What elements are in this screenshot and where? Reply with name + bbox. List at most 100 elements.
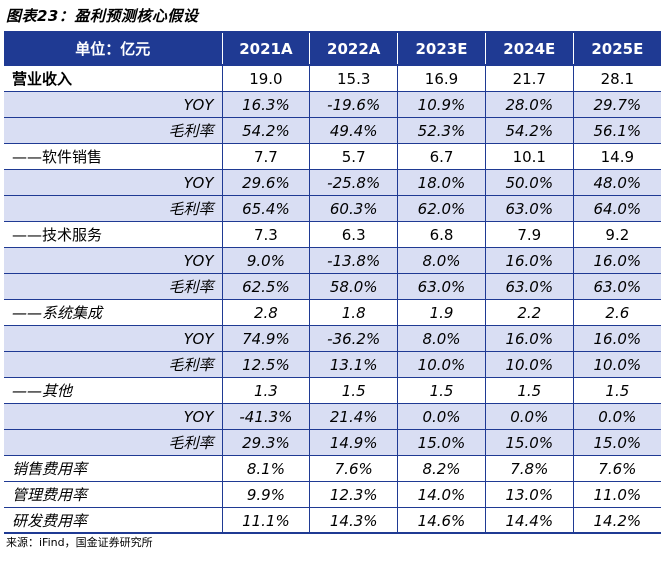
row-label: ——系统集成	[4, 299, 223, 326]
forecast-table: 单位：亿元 2021A 2022A 2023E 2024E 2025E 营业收入…	[4, 33, 661, 533]
value-cell: 13.0%	[485, 481, 574, 508]
value-cell: 16.9	[397, 65, 486, 92]
row-label: 销售费用率	[4, 455, 223, 482]
value-cell: 14.0%	[397, 481, 486, 508]
value-cell: 64.0%	[573, 195, 661, 222]
table-row: ——技术服务 7.3 6.3 6.8 7.9 9.2	[4, 221, 661, 248]
value-cell: 7.3	[222, 221, 311, 248]
value-cell: 15.0%	[573, 429, 661, 456]
table-row: 毛利率 62.5% 58.0% 63.0% 63.0% 63.0%	[4, 273, 661, 300]
table-row: 营业收入 19.0 15.3 16.9 21.7 28.1	[4, 65, 661, 92]
value-cell: 48.0%	[573, 169, 661, 196]
value-cell: 29.3%	[222, 429, 311, 456]
value-cell: 0.0%	[485, 403, 574, 430]
value-cell: 1.5	[397, 377, 486, 404]
table-frame: 单位：亿元 2021A 2022A 2023E 2024E 2025E 营业收入…	[4, 31, 661, 534]
value-cell: 14.2%	[593, 511, 642, 530]
table-row: 毛利率 29.3% 14.9% 15.0% 15.0% 15.0%	[4, 429, 661, 456]
value-cell: 16.0%	[573, 325, 661, 352]
value-cell: 5.7	[309, 143, 399, 170]
header-year: 2023E	[397, 33, 486, 66]
value-cell: 0.0%	[573, 403, 661, 430]
value-cell: 15.3	[309, 65, 399, 92]
row-label: YOY	[4, 247, 223, 274]
value-cell: 12.3%	[309, 481, 399, 508]
value-cell: 1.8	[309, 299, 399, 326]
value-cell: 54.2%	[485, 117, 574, 144]
value-cell: 2.8	[222, 299, 311, 326]
table-row: YOY -41.3% 21.4% 0.0% 0.0% 0.0%	[4, 403, 661, 430]
value-cell: 9.9%	[222, 481, 311, 508]
table-row: 毛利率 12.5% 13.1% 10.0% 10.0% 10.0%	[4, 351, 661, 378]
value-cell: 10.0%	[573, 351, 661, 378]
value-cell: 29.6%	[222, 169, 311, 196]
table-row: ——其他 1.3 1.5 1.5 1.5 1.5	[4, 377, 661, 404]
table-row: YOY 9.0% -13.8% 8.0% 16.0% 16.0%	[4, 247, 661, 274]
table-row: YOY 74.9% -36.2% 8.0% 16.0% 16.0%	[4, 325, 661, 352]
value-cell: 16.3%	[222, 91, 311, 118]
value-cell: 7.6%	[309, 455, 399, 482]
row-label: 毛利率	[4, 351, 223, 378]
value-cell: 21.4%	[309, 403, 399, 430]
value-cell: 1.3	[222, 377, 311, 404]
table-row: YOY 16.3% -19.6% 10.9% 28.0% 29.7%	[4, 91, 661, 118]
row-label: 毛利率	[4, 117, 223, 144]
value-cell: 62.5%	[222, 273, 311, 300]
value-cell: 1.9	[397, 299, 486, 326]
value-cell: 13.1%	[309, 351, 399, 378]
value-cell: -25.8%	[309, 169, 399, 196]
value-cell: 19.0	[222, 65, 311, 92]
header-unit: 单位：亿元	[4, 33, 223, 66]
value-cell: -41.3%	[222, 403, 311, 430]
value-cell: 28.1	[573, 65, 661, 92]
value-cell: 63.0%	[485, 273, 574, 300]
value-cell: 63.0%	[397, 273, 486, 300]
header-row: 单位：亿元 2021A 2022A 2023E 2024E 2025E	[4, 33, 661, 66]
source-note: 来源：iFind，国金证券研究所	[6, 536, 153, 549]
value-cell: 15.0%	[397, 429, 486, 456]
row-label: ——其他	[4, 377, 223, 404]
row-label: 毛利率	[4, 429, 223, 456]
value-cell: 8.1%	[222, 455, 311, 482]
value-cell: 54.2%	[222, 117, 311, 144]
value-cell: 8.2%	[397, 455, 486, 482]
header-year: 2025E	[573, 33, 661, 66]
value-cell: 10.9%	[397, 91, 486, 118]
table-row: 管理费用率 9.9% 12.3% 14.0% 13.0% 11.0%	[4, 481, 661, 508]
row-label: ——技术服务	[4, 221, 223, 248]
value-cell: 9.0%	[222, 247, 311, 274]
value-cell: 14.6%	[397, 507, 486, 533]
value-cell: 28.0%	[485, 91, 574, 118]
value-cell: 7.6%	[573, 455, 661, 482]
value-cell: 7.7	[222, 143, 311, 170]
value-cell: 16.0%	[485, 325, 574, 352]
value-cell: 6.8	[397, 221, 486, 248]
value-cell: 10.0%	[397, 351, 486, 378]
value-cell: 56.1%	[573, 117, 661, 144]
row-label: 毛利率	[4, 273, 223, 300]
header-year: 2022A	[309, 33, 399, 66]
value-cell: 2.2	[485, 299, 574, 326]
value-cell: -19.6%	[309, 91, 399, 118]
value-cell: 1.5	[573, 377, 661, 404]
table-row: YOY 29.6% -25.8% 18.0% 50.0% 48.0%	[4, 169, 661, 196]
value-cell: 8.0%	[397, 325, 486, 352]
header-year: 2021A	[222, 33, 311, 66]
value-cell: 62.0%	[397, 195, 486, 222]
value-cell: -36.2%	[309, 325, 399, 352]
value-cell: 10.0%	[485, 351, 574, 378]
table-row: ——软件销售 7.7 5.7 6.7 10.1 14.9	[4, 143, 661, 170]
value-cell: 63.0%	[573, 273, 661, 300]
value-cell: 49.4%	[309, 117, 399, 144]
value-cell: 1.5	[309, 377, 399, 404]
value-cell: 12.5%	[222, 351, 311, 378]
row-label: 管理费用率	[4, 481, 223, 508]
row-label: 营业收入	[4, 65, 223, 92]
value-cell: 63.0%	[485, 195, 574, 222]
value-cell: 8.0%	[397, 247, 486, 274]
value-cell: 11.1%	[222, 507, 311, 533]
value-cell: 7.9	[485, 221, 574, 248]
value-cell: 14.9	[573, 143, 661, 170]
value-cell: 65.4%	[222, 195, 311, 222]
value-cell: 60.3%	[309, 195, 399, 222]
